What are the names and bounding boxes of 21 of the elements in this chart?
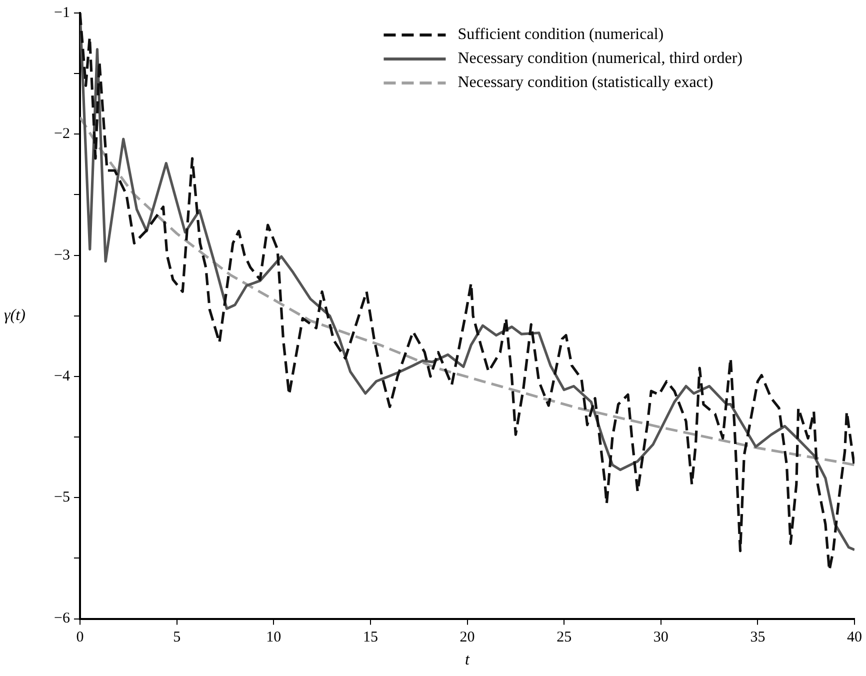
x-axis-title: t	[465, 652, 470, 669]
x-tick-label: 10	[266, 630, 282, 646]
y-tick-label: −1	[54, 4, 70, 21]
y-tick-label: −5	[54, 490, 70, 506]
x-tick-label: 5	[173, 630, 181, 646]
y-tick-label: −6	[54, 610, 70, 627]
x-tick-label: 20	[460, 630, 475, 646]
x-tick-label: 40	[847, 630, 862, 646]
x-tick-label: 35	[750, 630, 766, 646]
line-series	[80, 116, 854, 466]
y-tick-label: −4	[54, 368, 70, 384]
legend-label: Necessary condition (numerical, third order)	[458, 50, 742, 68]
y-tick-label: −2	[54, 126, 70, 142]
y-axis-title: γ(t)	[4, 307, 26, 324]
x-tick-label: 25	[556, 630, 572, 646]
x-tick-label: 15	[362, 630, 378, 646]
legend-label: Necessary condition (statistically exact)	[458, 74, 714, 92]
x-tick-label: 30	[653, 630, 668, 646]
y-tick-label: −3	[54, 247, 70, 264]
x-tick-label: 0	[76, 630, 84, 646]
legend-label: Sufficient condition (numerical)	[458, 26, 664, 44]
